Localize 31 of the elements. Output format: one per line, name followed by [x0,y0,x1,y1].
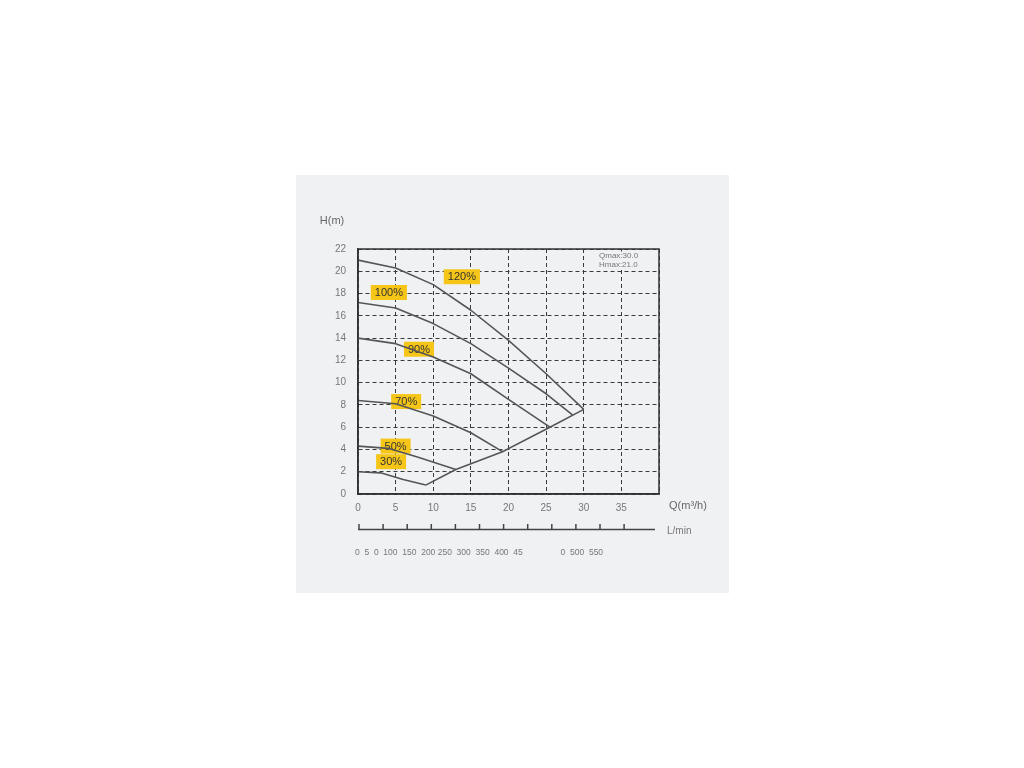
y-tick-label: 14 [334,331,347,343]
x-tick-label: 35 [615,501,628,513]
annotation: Qmax:30.0 [599,251,639,261]
x-tick-label: 15 [465,501,477,513]
annotation: Hmax:21.0 [599,260,639,270]
x-tick-label: 20 [502,501,515,513]
x-tick-label: 5 [392,501,399,513]
y-tick-label: 12 [334,354,347,366]
annotation: 120% [447,270,477,283]
y-tick-label: 6 [340,420,347,432]
y-tick-label: 4 [340,443,347,455]
y-axis-title: H(m) [319,214,345,227]
annotation: 100% [374,285,404,298]
text: 0 5 0 100 150 200 250 300 350 400 45 0 500 550 [355,547,604,557]
x-tick-label: 10 [427,501,440,513]
x-tick-label: 30 [578,501,590,513]
annotation: 30% [380,455,403,468]
y-tick-label: 20 [334,265,347,277]
y-tick-label: 8 [340,398,347,410]
y-tick-label: 16 [334,309,347,321]
text: L/min [667,525,692,536]
annotation: 50% [384,439,407,452]
x-axis-title: Q(m³/h) [669,499,707,512]
y-tick-label: 10 [334,376,347,388]
y-tick-label: 22 [334,242,347,254]
y-tick-label: 18 [334,287,347,299]
y-tick-label: 0 [340,487,347,499]
x-tick-label: 25 [540,501,553,513]
x-tick-label: 0 [355,501,362,513]
annotation: 70% [395,395,418,408]
y-tick-label: 2 [340,465,347,477]
